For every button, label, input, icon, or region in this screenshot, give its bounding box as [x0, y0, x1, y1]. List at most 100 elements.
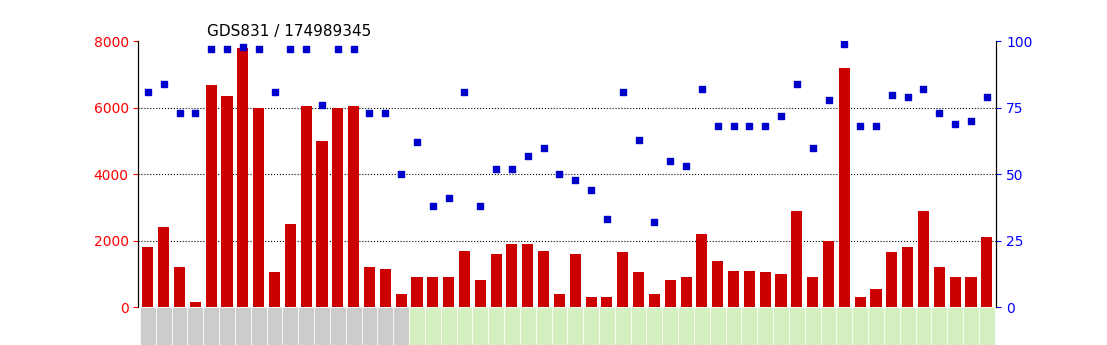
Point [741, 124, 758, 129]
Bar [712, 260, 723, 307]
FancyBboxPatch shape [441, 307, 456, 345]
Point [281, 47, 299, 52]
Point [946, 121, 964, 127]
Point [376, 110, 394, 116]
FancyBboxPatch shape [314, 307, 330, 345]
FancyBboxPatch shape [139, 307, 156, 345]
FancyBboxPatch shape [742, 307, 757, 345]
Point [819, 97, 837, 102]
Bar [823, 241, 834, 307]
Point [139, 89, 157, 95]
FancyBboxPatch shape [536, 307, 551, 345]
Point [836, 41, 853, 47]
Point [977, 95, 995, 100]
FancyBboxPatch shape [488, 307, 504, 345]
FancyBboxPatch shape [710, 307, 725, 345]
FancyBboxPatch shape [393, 307, 410, 345]
Bar [965, 277, 976, 307]
Point [472, 203, 489, 209]
Bar [364, 267, 375, 307]
Bar [490, 254, 501, 307]
FancyBboxPatch shape [345, 307, 362, 345]
FancyBboxPatch shape [156, 307, 172, 345]
Text: GDS831 / 174989345: GDS831 / 174989345 [207, 24, 371, 39]
Bar [475, 280, 486, 307]
Bar [412, 277, 423, 307]
Point [550, 171, 568, 177]
Bar [681, 277, 692, 307]
Point [883, 92, 901, 97]
Point [614, 89, 632, 95]
Bar [523, 244, 534, 307]
FancyBboxPatch shape [820, 307, 837, 345]
Bar [538, 250, 549, 307]
FancyBboxPatch shape [789, 307, 805, 345]
Point [725, 124, 743, 129]
FancyBboxPatch shape [330, 307, 345, 345]
FancyBboxPatch shape [694, 307, 710, 345]
Bar [759, 272, 770, 307]
FancyBboxPatch shape [251, 307, 267, 345]
FancyBboxPatch shape [662, 307, 679, 345]
Point [914, 87, 932, 92]
Point [186, 110, 204, 116]
Point [155, 81, 173, 87]
FancyBboxPatch shape [267, 307, 282, 345]
FancyBboxPatch shape [298, 307, 314, 345]
FancyBboxPatch shape [599, 307, 614, 345]
Point [756, 124, 774, 129]
FancyBboxPatch shape [900, 307, 915, 345]
Point [361, 110, 379, 116]
Point [804, 145, 821, 150]
FancyBboxPatch shape [679, 307, 694, 345]
Point [503, 166, 520, 172]
Bar [221, 96, 232, 307]
Bar [807, 277, 818, 307]
Bar [870, 289, 881, 307]
Bar [427, 277, 438, 307]
Bar [950, 277, 961, 307]
FancyBboxPatch shape [725, 307, 742, 345]
FancyBboxPatch shape [456, 307, 473, 345]
Bar [317, 141, 328, 307]
Bar [618, 252, 629, 307]
Point [392, 171, 410, 177]
Point [582, 187, 600, 193]
Point [788, 81, 806, 87]
Point [661, 158, 679, 164]
Point [298, 47, 315, 52]
Bar [554, 294, 565, 307]
Bar [728, 270, 739, 307]
Bar [459, 250, 470, 307]
FancyBboxPatch shape [868, 307, 883, 345]
FancyBboxPatch shape [631, 307, 646, 345]
Bar [855, 297, 866, 307]
FancyBboxPatch shape [187, 307, 204, 345]
FancyBboxPatch shape [837, 307, 852, 345]
FancyBboxPatch shape [219, 307, 235, 345]
Point [899, 95, 917, 100]
FancyBboxPatch shape [979, 307, 995, 345]
Point [773, 113, 790, 119]
Bar [174, 267, 185, 307]
FancyBboxPatch shape [204, 307, 219, 345]
Point [218, 47, 236, 52]
Bar [443, 277, 454, 307]
Point [962, 118, 980, 124]
Bar [633, 272, 644, 307]
FancyBboxPatch shape [410, 307, 425, 345]
Point [693, 87, 711, 92]
Point [203, 47, 220, 52]
Bar [981, 237, 992, 307]
Bar [664, 280, 675, 307]
Bar [570, 254, 581, 307]
Point [439, 195, 457, 201]
Bar [918, 211, 929, 307]
Point [931, 110, 949, 116]
Point [598, 217, 615, 222]
Bar [586, 297, 597, 307]
FancyBboxPatch shape [583, 307, 599, 345]
FancyBboxPatch shape [646, 307, 662, 345]
Point [170, 110, 188, 116]
FancyBboxPatch shape [282, 307, 298, 345]
